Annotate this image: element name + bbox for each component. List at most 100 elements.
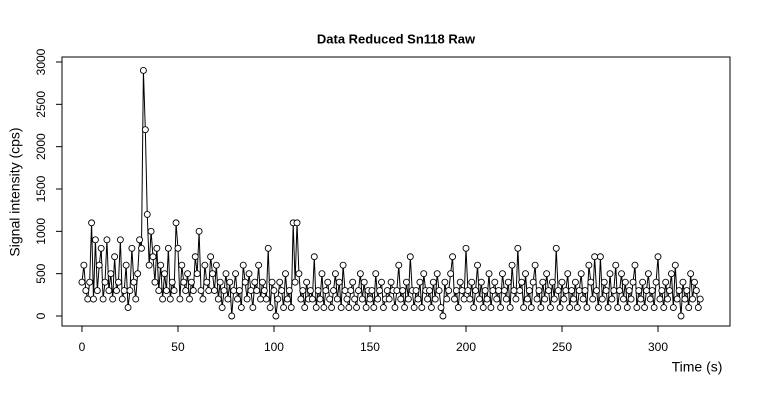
y-tick-label: 1500 xyxy=(34,175,48,202)
data-point xyxy=(207,253,215,261)
x-tick-label: 50 xyxy=(171,340,185,354)
data-point xyxy=(416,278,424,286)
data-point xyxy=(531,261,539,269)
data-point xyxy=(608,295,616,303)
x-tick-label: 200 xyxy=(456,340,476,354)
data-point xyxy=(556,304,564,311)
data-point xyxy=(429,278,437,286)
x-axis-label: Time (s) xyxy=(672,359,723,375)
data-point xyxy=(291,278,299,286)
y-tick-label: 2500 xyxy=(34,91,48,118)
data-point xyxy=(86,278,94,286)
data-point xyxy=(437,304,445,311)
data-point xyxy=(623,304,631,311)
data-point xyxy=(166,295,174,303)
data-point xyxy=(138,244,145,252)
data-point xyxy=(383,287,391,295)
data-point xyxy=(598,295,606,303)
data-point xyxy=(550,295,558,303)
chart-title: Data Reduced Sn118 Raw xyxy=(317,31,476,46)
data-point xyxy=(362,304,370,311)
data-point xyxy=(602,287,610,295)
data-point xyxy=(333,295,341,303)
data-point xyxy=(132,295,140,303)
data-point xyxy=(581,287,589,295)
data-point xyxy=(111,253,119,261)
data-point xyxy=(404,295,412,303)
data-point xyxy=(120,287,128,295)
data-point xyxy=(397,295,405,303)
data-point xyxy=(297,295,305,303)
data-point xyxy=(224,295,232,303)
data-point xyxy=(525,287,533,295)
data-point xyxy=(316,295,324,303)
y-tick-label: 500 xyxy=(34,263,48,283)
data-point xyxy=(84,295,92,303)
data-point xyxy=(564,270,572,278)
data-point xyxy=(627,295,635,303)
data-point xyxy=(675,287,683,295)
data-point xyxy=(343,295,351,303)
data-point xyxy=(134,270,142,278)
data-point xyxy=(510,287,518,295)
data-point xyxy=(639,278,647,286)
data-point xyxy=(299,287,307,295)
data-point xyxy=(170,287,178,295)
data-point xyxy=(153,244,161,252)
data-point xyxy=(136,236,144,244)
data-point xyxy=(644,270,652,278)
data-point xyxy=(646,295,654,303)
data-point xyxy=(431,295,439,303)
x-tick-label: 300 xyxy=(648,340,668,354)
data-point xyxy=(280,304,288,311)
data-point xyxy=(610,287,618,295)
data-point xyxy=(239,261,247,269)
data-point xyxy=(460,295,468,303)
data-point xyxy=(522,270,529,278)
data-point xyxy=(268,278,276,286)
data-point xyxy=(641,304,649,311)
data-point xyxy=(322,287,330,295)
data-point xyxy=(243,295,251,303)
data-point xyxy=(339,261,347,269)
data-point xyxy=(466,295,474,303)
data-point xyxy=(287,304,295,311)
data-point xyxy=(387,278,395,286)
data-point xyxy=(255,261,263,269)
data-point xyxy=(562,287,570,295)
data-point xyxy=(237,304,245,311)
data-point xyxy=(345,304,353,311)
data-point xyxy=(589,295,597,303)
data-point xyxy=(399,287,407,295)
data-point xyxy=(366,295,374,303)
data-point xyxy=(303,278,311,286)
data-point xyxy=(118,295,126,303)
y-tick-label: 0 xyxy=(34,312,48,319)
data-point xyxy=(260,287,268,295)
data-point xyxy=(625,287,633,295)
data-point xyxy=(143,210,151,218)
data-point xyxy=(368,287,376,295)
data-point xyxy=(187,278,195,286)
data-point xyxy=(552,244,560,252)
data-point xyxy=(155,287,163,295)
data-point xyxy=(337,304,345,311)
data-point xyxy=(696,295,704,303)
data-point xyxy=(585,261,593,269)
data-point xyxy=(566,304,574,311)
data-point xyxy=(596,253,604,261)
data-point xyxy=(462,244,470,252)
data-point xyxy=(314,287,322,295)
data-point xyxy=(295,270,303,278)
data-point xyxy=(545,287,553,295)
data-point xyxy=(527,304,535,311)
data-point xyxy=(395,261,403,269)
data-point xyxy=(195,227,203,235)
data-point xyxy=(468,278,476,286)
data-point xyxy=(95,261,103,269)
data-point xyxy=(218,304,226,311)
data-point xyxy=(107,270,115,278)
data-point xyxy=(474,261,481,269)
data-point xyxy=(671,261,679,269)
data-point xyxy=(485,270,493,278)
